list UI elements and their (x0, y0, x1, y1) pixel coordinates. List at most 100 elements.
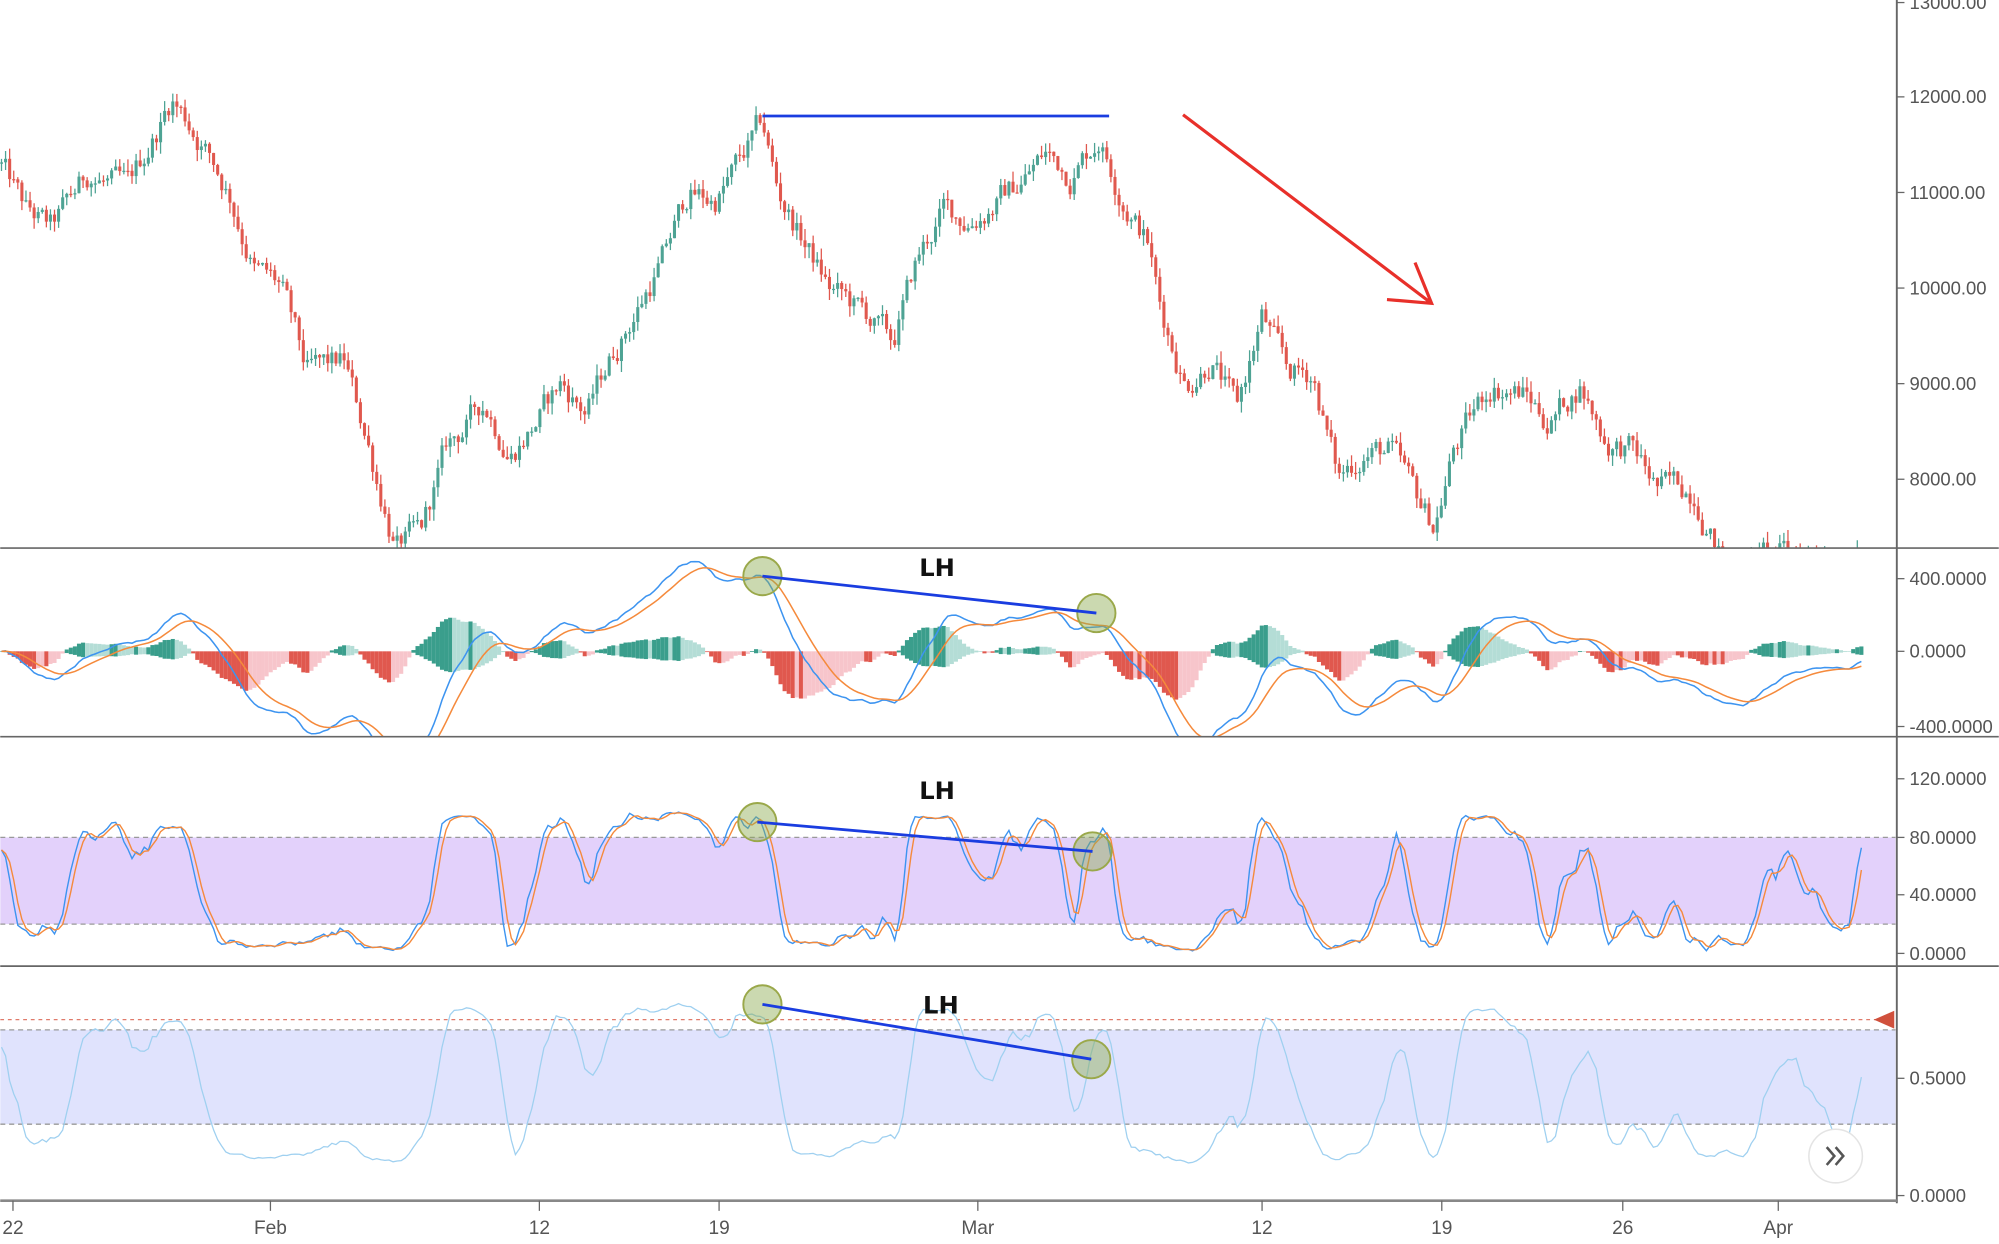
candle-down (713, 200, 717, 212)
candle-up (1243, 382, 1248, 388)
macd-histogram-bar (990, 651, 995, 653)
candle-up (754, 115, 758, 131)
candle-down (383, 506, 387, 514)
candle-up (1358, 471, 1362, 474)
price-panel[interactable] (0, 93, 1863, 583)
macd-panel[interactable] (0, 560, 1864, 769)
candle-down (1729, 554, 1732, 555)
macd-histogram-bar (913, 632, 918, 664)
macd-histogram-bar (1325, 651, 1330, 670)
macd-histogram-bar (1190, 651, 1195, 688)
macd-histogram-bar (1651, 651, 1656, 665)
candle-up (142, 163, 146, 167)
macd-histogram-bar (268, 651, 273, 673)
candle-up (619, 338, 623, 362)
candle-up (248, 257, 252, 260)
macd-histogram-bar (643, 639, 648, 660)
macd-histogram-bar (1724, 651, 1729, 663)
macd-histogram-bar (1667, 651, 1672, 659)
macd-histogram-bar (1410, 647, 1415, 655)
macd-histogram-bar (1059, 651, 1064, 657)
candle-down (1305, 370, 1309, 383)
stochastic-panel[interactable] (0, 811, 1896, 952)
macd-histogram-bar (1790, 642, 1795, 658)
candle-down (399, 535, 403, 544)
macd-histogram-bar (1643, 651, 1648, 662)
macd-histogram-bar (329, 650, 334, 653)
macd-histogram-bar (1794, 643, 1799, 657)
candle-up (807, 243, 811, 248)
candle-up (1451, 447, 1456, 462)
macd-histogram-bar (366, 651, 371, 664)
lower-high-line[interactable] (757, 820, 1093, 853)
candle-down (554, 390, 558, 392)
candle-up (913, 260, 917, 282)
macd-histogram-bar (236, 651, 241, 687)
scroll-to-realtime-button[interactable] (1808, 1128, 1864, 1184)
stoch-axis-label: 80.0000 (1910, 827, 1977, 848)
candle-up (281, 281, 285, 284)
macd-histogram-bar (1300, 650, 1305, 653)
candle-up (1035, 155, 1040, 165)
time-axis-label: 19 (708, 1218, 729, 1239)
candle-down (232, 202, 236, 217)
macd-histogram-bar (550, 641, 555, 659)
macd-histogram-bar (346, 645, 351, 656)
macd-histogram-bar (264, 651, 269, 677)
candle-up (36, 211, 40, 219)
macd-histogram-bar (1296, 649, 1301, 654)
candle-down (766, 132, 770, 146)
macd-histogram-bar (1357, 651, 1362, 667)
macd-histogram-bar (1202, 651, 1207, 664)
macd-histogram-bar (76, 643, 82, 657)
candle-down (868, 318, 872, 326)
macd-histogram-bar (1373, 645, 1379, 656)
macd-histogram-bar (509, 651, 514, 659)
macd-histogram-bar (1573, 651, 1578, 656)
candle-down (1590, 400, 1594, 415)
candle-up (905, 279, 909, 301)
macd-histogram-bar (1720, 651, 1725, 665)
candle-up (1803, 555, 1806, 560)
candle-down (334, 352, 338, 364)
candle-down (1529, 391, 1533, 404)
candle-down (126, 170, 130, 173)
pivot-marker[interactable] (1076, 593, 1117, 634)
candle-up (1031, 164, 1035, 172)
lower-high-line[interactable] (762, 574, 1097, 615)
candle-down (1146, 229, 1150, 244)
macd-histogram-bar (1031, 647, 1036, 655)
macd-histogram-bar (1100, 651, 1105, 654)
macd-histogram-bar (439, 621, 445, 670)
macd-histogram-bar (554, 640, 559, 659)
macd-histogram-bar (1035, 646, 1040, 655)
macd-histogram-bar (1006, 646, 1011, 655)
macd-histogram-bar (957, 639, 963, 660)
candle-up (1623, 445, 1627, 457)
candle-up (591, 393, 595, 399)
candle-down (391, 536, 395, 541)
macd-histogram-bar (558, 640, 563, 659)
candle-down (693, 189, 697, 195)
candle-up (1533, 403, 1537, 405)
downtrend-arrow[interactable] (1182, 113, 1435, 306)
oscillator-band (0, 1029, 1896, 1125)
candle-up (411, 521, 415, 523)
candle-up (1080, 153, 1084, 166)
candle-down (823, 274, 827, 277)
price-axis-label: 10000.00 (1910, 277, 1987, 298)
macd-histogram-bar (1402, 643, 1407, 657)
candle-down (1186, 381, 1190, 391)
level-marker-icon[interactable] (1873, 1010, 1895, 1029)
oscillator-panel[interactable] (0, 1002, 1896, 1164)
macd-histogram-bar (970, 648, 975, 654)
candle-up (677, 204, 681, 221)
candle-up (607, 356, 611, 376)
macd-histogram-bar (521, 651, 526, 658)
macd-histogram-bar (1418, 651, 1423, 658)
lower-high-line[interactable] (762, 1002, 1092, 1061)
macd-histogram-bar (656, 638, 661, 660)
macd-histogram-bar (1626, 651, 1631, 663)
candle-down (950, 199, 954, 218)
